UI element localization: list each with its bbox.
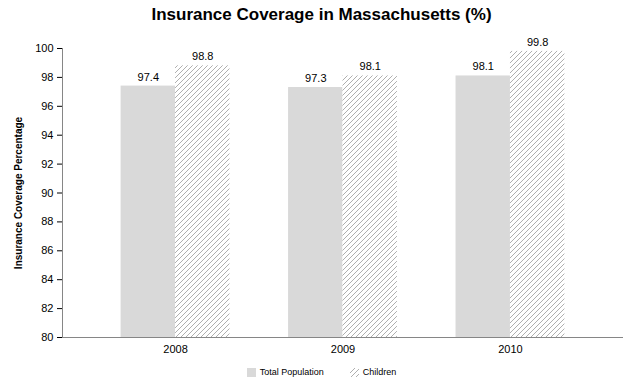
svg-text:98.8: 98.8 bbox=[192, 50, 213, 62]
svg-text:2008: 2008 bbox=[163, 343, 187, 355]
html-text:Insurance Coverage in Massachu: Insurance Coverage in Massachusetts (%) bbox=[151, 5, 492, 24]
svg-text:98.1: 98.1 bbox=[473, 60, 494, 72]
svg-text:2010: 2010 bbox=[498, 343, 522, 355]
svg-text:97.4: 97.4 bbox=[138, 71, 159, 83]
svg-text:88: 88 bbox=[41, 215, 53, 227]
svg-text:2009: 2009 bbox=[331, 343, 355, 355]
svg-text:82: 82 bbox=[41, 302, 53, 314]
svg-text:94: 94 bbox=[41, 129, 53, 141]
svg-text:96: 96 bbox=[41, 100, 53, 112]
svg-text:90: 90 bbox=[41, 187, 53, 199]
svg-text:92: 92 bbox=[41, 158, 53, 170]
svg-text:98.1: 98.1 bbox=[360, 60, 381, 72]
svg-text:99.8: 99.8 bbox=[527, 36, 548, 48]
svg-text:100: 100 bbox=[35, 42, 53, 54]
svg-text:97.3: 97.3 bbox=[305, 72, 326, 84]
svg-text:98: 98 bbox=[41, 71, 53, 83]
svg-text:Insurance Coverage Percentage: Insurance Coverage Percentage bbox=[13, 116, 24, 269]
html-text:Total Population: Total Population bbox=[259, 367, 324, 377]
svg-text:84: 84 bbox=[41, 273, 53, 285]
html-text:Children: Children bbox=[362, 367, 397, 377]
svg-text:80: 80 bbox=[41, 331, 53, 343]
svg-text:86: 86 bbox=[41, 244, 53, 256]
